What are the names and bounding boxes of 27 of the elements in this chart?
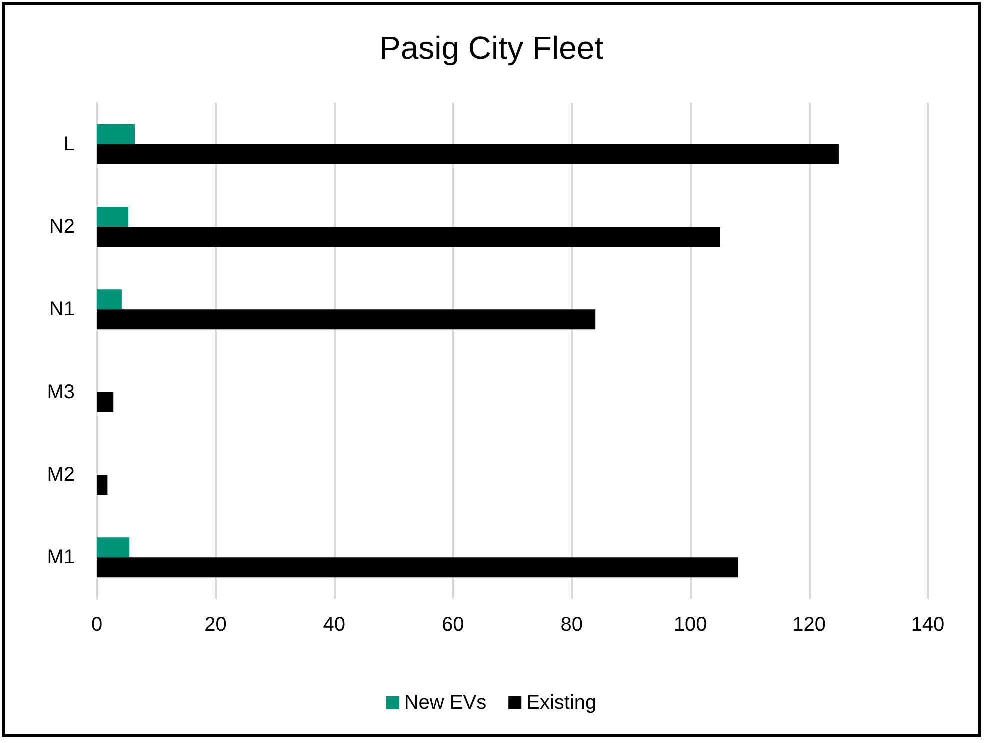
chart-title: Pasig City Fleet: [379, 30, 604, 66]
x-tick-label: 140: [911, 614, 945, 636]
y-tick-label: L: [64, 133, 75, 156]
bar: [97, 144, 839, 164]
bar: [97, 475, 108, 495]
x-tick-label: 40: [323, 614, 346, 636]
y-tick-label: N2: [49, 216, 75, 238]
bar: [97, 124, 135, 144]
bar: [97, 207, 128, 227]
y-tick-label: M3: [47, 381, 75, 404]
bar: [97, 558, 738, 578]
x-tick-label: 20: [204, 614, 227, 636]
bar: [97, 310, 596, 330]
bar: [97, 227, 720, 247]
x-tick-label: 80: [560, 614, 583, 636]
x-tick-label: 60: [442, 614, 464, 636]
bar: [97, 392, 114, 412]
legend-label: New EVs: [404, 692, 487, 714]
bar: [97, 290, 122, 310]
y-tick-label: M1: [47, 546, 75, 569]
legend-label: Existing: [526, 692, 597, 714]
y-tick-label: M2: [47, 464, 75, 486]
x-tick-label: 0: [91, 614, 103, 636]
x-tick-label: 120: [792, 614, 826, 636]
bar: [97, 538, 130, 558]
y-tick-label: N1: [49, 298, 75, 321]
x-tick-label: 100: [674, 614, 708, 636]
